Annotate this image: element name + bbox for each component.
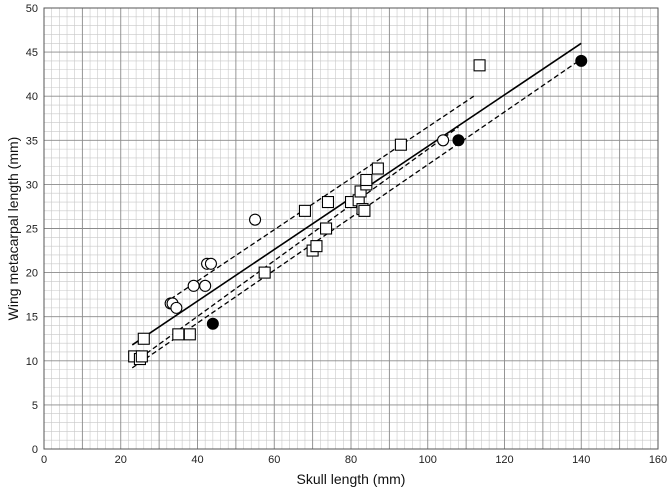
open-circle-marker [170,301,183,314]
y-tick-label: 15 [26,312,38,324]
y-axis-label: Wing metacarpal length (mm) [5,137,21,321]
open-square-marker [298,204,312,217]
x-tick-label: 100 [419,454,437,466]
x-tick-label: 120 [495,454,513,466]
open-square-marker [320,222,333,235]
fit-line-dashed [139,126,459,359]
open-circle-marker [437,134,450,147]
open-square-marker [137,332,150,345]
data-markers [128,54,588,366]
open-square-marker [360,173,373,187]
open-square-marker [321,195,335,209]
y-tick-label: 0 [32,444,38,456]
y-tick-label: 20 [26,268,38,280]
x-tick-labels: 0 20 40 60 80 100 120 140 160 [41,454,667,466]
open-circle-marker [249,213,262,226]
open-square-marker [258,266,271,279]
y-tick-label: 30 [26,179,38,191]
x-tick-label: 60 [268,454,280,466]
x-axis-label: Skull length (mm) [297,471,406,487]
open-square-marker [310,240,323,253]
y-tick-label: 45 [26,47,38,59]
y-tick-label: 5 [32,400,38,412]
plot-area-frame [43,7,659,450]
open-square-marker [473,59,486,72]
y-tick-label: 50 [26,3,38,15]
x-tick-label: 40 [191,454,203,466]
y-tick-label: 25 [26,224,38,236]
open-circle-marker [187,279,200,292]
x-tick-label: 160 [649,454,667,466]
x-tick-label: 0 [41,454,47,466]
y-tick-label: 40 [26,91,38,103]
x-tick-label: 140 [572,454,590,466]
filled-circle-marker [452,134,465,147]
open-circle-marker [204,257,217,270]
filled-circle-marker [206,317,219,330]
filled-circle-marker [575,54,588,67]
x-tick-label: 20 [115,454,127,466]
fit-line-dashed [170,95,475,300]
open-square-marker [394,138,407,151]
open-square-marker [183,328,196,341]
y-tick-label: 10 [26,356,38,368]
y-tick-label: 35 [26,135,38,147]
open-square-marker [371,162,384,175]
y-tick-labels: 0 5 10 15 20 25 30 35 40 45 50 [26,3,38,456]
open-square-marker [358,204,371,217]
open-circle-marker [199,279,212,292]
open-square-marker [172,328,185,341]
x-tick-label: 80 [345,454,357,466]
open-square-marker [135,350,148,363]
